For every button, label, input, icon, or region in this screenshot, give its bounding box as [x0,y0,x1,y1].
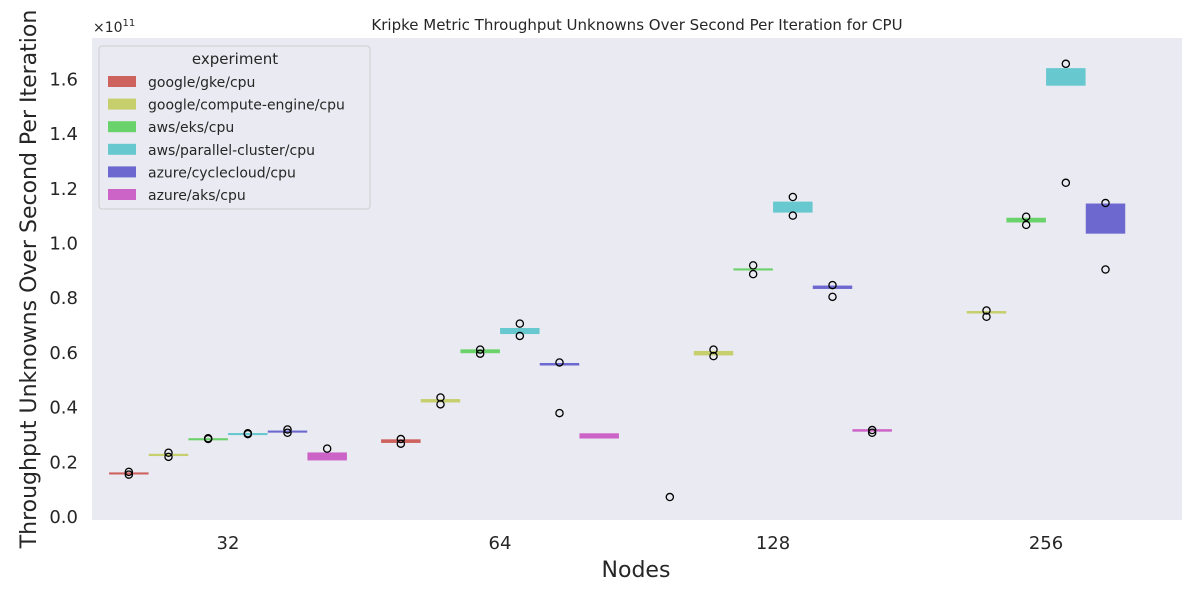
outlier-point [1101,265,1110,274]
outlier-point [283,428,292,438]
legend-label: aws/parallel-cluster/cpu [148,143,315,159]
outlier-point [164,452,173,462]
outlier-point [475,349,485,358]
y-tick-label: 0.6 [49,343,78,364]
y-tick-label: 0.0 [49,507,78,528]
outlier-point [475,345,485,354]
box-azure-aks-cpu-32 [307,452,347,461]
outlier-point [1021,212,1031,221]
outlier-point [555,358,564,367]
outlier-point [515,319,525,328]
box-google-compute-engine-cpu-32 [148,453,189,457]
box-aws-eks-cpu-32 [188,438,228,441]
box-azure-cyclecloud-cpu-64 [539,362,580,366]
y-offset-exponent: 11 [123,18,136,29]
chart-marks [109,59,1126,502]
outlier-point [283,425,292,434]
box-aws-parallel-cluster-cpu-64 [500,327,540,335]
y-tick-label: 0.8 [49,288,78,309]
outlier-point [555,408,564,418]
legend-items: google/gke/cpu google/compute-engine/cpu a… [108,75,345,204]
outlier-point [748,261,758,270]
legend-swatch [108,121,136,133]
x-axis-label: Nodes [602,558,671,583]
outlier-point [788,211,798,220]
y-offset-base: ×10 [93,20,123,36]
x-axis-ticks: 32 64 128 256 [217,533,1064,554]
outlier-point [748,269,758,279]
y-tick-label: 1.4 [49,124,78,145]
box-azure-cyclecloud-cpu-256 [1085,203,1126,234]
legend-label: aws/eks/cpu [148,120,234,136]
legend-label: google/compute-engine/cpu [148,98,345,114]
chart-title: Kripke Metric Throughput Unknowns Over S… [371,16,902,34]
box-aws-parallel-cluster-cpu-32 [228,433,268,436]
x-tick-label: 64 [489,533,512,554]
y-tick-label: 1.6 [49,69,78,90]
outlier-point [322,444,332,453]
outlier-point [982,312,991,322]
box-aws-parallel-cluster-cpu-128 [773,201,813,213]
y-tick-label: 0.4 [49,398,78,419]
outlier-point [164,448,173,457]
outlier-point [124,470,134,479]
x-tick-label: 32 [217,533,240,554]
outlier-point [709,345,718,354]
outlier-point [243,429,253,438]
legend-swatch [108,98,136,110]
outlier-point [665,492,675,502]
outlier-point [1061,178,1071,188]
outlier-point [788,192,798,202]
legend-swatch [108,189,136,200]
box-google-gke-cpu-32 [109,472,149,475]
y-axis-label: Throughput Unknowns Over Second Per Iter… [17,10,42,550]
outlier-point [982,306,991,315]
outlier-point [515,331,525,341]
legend-label: azure/aks/cpu [148,188,246,204]
outlier-point [396,434,406,444]
x-tick-label: 256 [1029,533,1063,554]
outlier-point [436,393,445,402]
legend-swatch [108,166,136,178]
legend: experiment google/gke/cpu google/compute-… [98,45,371,210]
outlier-point [124,467,134,477]
y-tick-label: 1.2 [49,179,78,200]
y-tick-label: 0.2 [49,452,78,473]
legend-label: azure/cyclecloud/cpu [148,165,296,181]
y-offset-label: ×1011 [93,18,135,36]
outlier-point [1021,220,1031,230]
y-axis-ticks: 0.0 0.2 0.4 0.6 0.8 1.0 1.2 1.4 1.6 [49,69,78,528]
legend-swatch [108,76,136,87]
outlier-point [1061,59,1071,69]
legend-swatch [108,143,136,155]
box-azure-cyclecloud-cpu-32 [267,430,308,433]
outlier-point [867,428,877,438]
x-tick-label: 128 [756,533,790,554]
outlier-point [1101,198,1110,208]
y-tick-label: 1.0 [49,234,78,255]
outlier-point [828,280,837,290]
legend-title: experiment [192,50,278,68]
outlier-point [867,425,877,435]
legend-label: google/gke/cpu [148,75,255,91]
box-aws-parallel-cluster-cpu-256 [1046,68,1086,86]
outlier-point [396,439,406,448]
legend-box [98,45,371,210]
outlier-point [828,292,837,302]
outlier-point [203,433,213,443]
box-azure-aks-cpu-64 [579,433,619,439]
